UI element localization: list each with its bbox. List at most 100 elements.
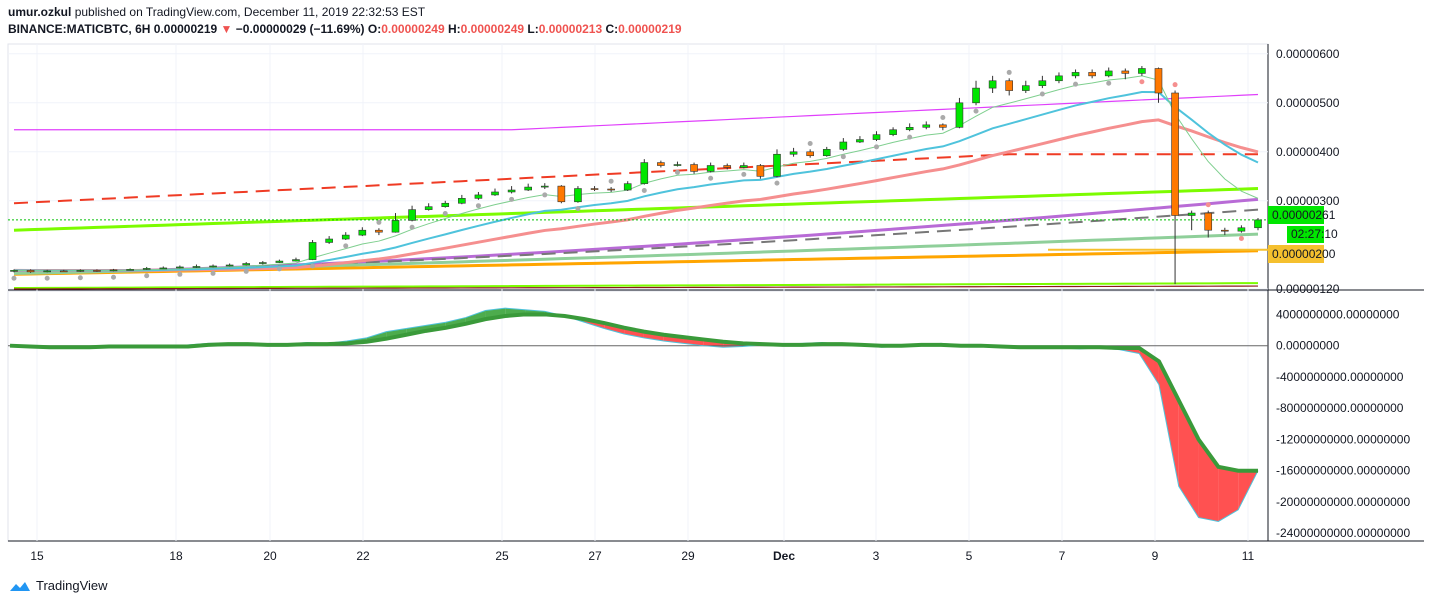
candle-body	[1221, 229, 1229, 232]
author-name[interactable]: umur.ozkul	[8, 5, 72, 19]
candle-body	[706, 165, 715, 172]
candle-body	[1154, 68, 1163, 94]
symbol-label[interactable]: BINANCE:MATICBTC, 6H	[8, 22, 151, 36]
sar-dot	[343, 243, 349, 249]
last-price: 0.00000219	[153, 22, 218, 36]
sar-dot	[44, 275, 50, 281]
candle-body	[275, 260, 284, 263]
price-badge	[1268, 206, 1324, 224]
candle-body	[1204, 212, 1213, 231]
thin-green-ema	[13, 75, 1259, 272]
candle-body	[590, 188, 599, 190]
candle-body	[905, 127, 914, 131]
candle-body	[889, 129, 897, 135]
candle-body	[740, 165, 748, 168]
sar-dot	[1238, 236, 1244, 242]
candle-body	[1055, 75, 1063, 82]
time-axis-label: 22	[356, 549, 370, 563]
candle-body	[458, 198, 466, 204]
green-long-ma	[13, 187, 1259, 232]
candle-body	[690, 164, 698, 172]
candle-body	[176, 266, 184, 269]
candle-body	[225, 264, 234, 267]
grid-lines	[7, 43, 1424, 542]
sar-dot	[1139, 79, 1145, 85]
high-label: H:	[447, 22, 461, 36]
down-arrow-icon: ▼	[220, 22, 233, 36]
tradingview-cloud-icon	[10, 581, 30, 591]
macd-axis-label: -12000000000.00000000	[1276, 432, 1410, 446]
sar-dot	[708, 175, 714, 181]
candle-body	[574, 188, 582, 203]
candle-body	[557, 185, 566, 203]
candles	[10, 66, 1262, 285]
candle-body	[972, 87, 980, 104]
time-axis-label: 9	[1152, 549, 1159, 563]
candle-body	[806, 151, 814, 157]
signal-line	[9, 312, 1258, 473]
sar-dot	[475, 203, 481, 209]
candle-body	[773, 153, 781, 177]
time-axis-label: 7	[1059, 549, 1066, 563]
bottom-red-ma	[13, 285, 1259, 290]
bottom-green-ma	[13, 282, 1259, 290]
upper-band-line	[14, 93, 1259, 131]
macd-axis-label: -8000000000.00000000	[1276, 401, 1404, 415]
candle-body	[1104, 70, 1113, 77]
candle-body	[1005, 80, 1014, 91]
candle-body	[26, 270, 35, 273]
sar-dot	[310, 263, 316, 269]
sar-dot	[11, 275, 17, 281]
sar-dot	[409, 224, 415, 230]
time-axis-label: 15	[30, 549, 44, 563]
sar-dot	[276, 266, 282, 272]
macd-axis-label: -16000000000.00000000	[1276, 464, 1410, 478]
candle-body	[1038, 80, 1047, 86]
price-badge-text: 0.00000261	[1272, 208, 1336, 222]
candle-body	[358, 229, 367, 236]
sar-dot	[674, 169, 680, 175]
price-axis-label: 0.00000300	[1276, 194, 1340, 208]
open-value: 0.00000249	[381, 22, 445, 36]
level-badge	[1268, 245, 1324, 263]
candle-body	[789, 151, 798, 155]
sar-dot	[874, 144, 880, 150]
candle-body	[1138, 68, 1146, 74]
candle-body	[308, 242, 317, 260]
candle-body	[723, 165, 732, 168]
sar-dot	[243, 268, 249, 274]
macd-axis-label: 0.00000000	[1276, 339, 1340, 353]
candle-body	[988, 80, 997, 89]
sar-dot	[741, 171, 747, 177]
candle-body	[142, 268, 151, 270]
candle-body	[1171, 92, 1179, 216]
candle-body	[325, 238, 333, 243]
sar-dot	[442, 211, 448, 217]
macd-line	[9, 307, 1259, 522]
candle-body	[1021, 85, 1030, 91]
time-axis-label: 20	[263, 549, 277, 563]
sar-dot	[177, 271, 183, 277]
candle-body	[507, 189, 516, 193]
open-label: O:	[367, 22, 382, 36]
timer-badge	[1287, 226, 1324, 243]
candle-body	[159, 267, 168, 270]
candle-body	[673, 164, 682, 166]
time-axis-label: 5	[966, 549, 973, 563]
published-text: published on TradingView.com, December 1…	[74, 5, 426, 19]
level-badge-text: 0.00000200	[1272, 247, 1336, 261]
candle-body	[1187, 212, 1196, 216]
candle-body	[524, 186, 532, 191]
macd-histogram-segment	[465, 310, 486, 324]
sar-dot	[1073, 81, 1079, 87]
close-value: 0.00000219	[618, 22, 682, 36]
candle-body	[408, 209, 416, 221]
low-value: 0.00000213	[538, 22, 603, 36]
candle-body	[441, 202, 450, 207]
macd-histogram-segment	[1139, 348, 1159, 385]
candle-body	[491, 191, 499, 196]
candle-body	[209, 265, 217, 268]
candle-body	[922, 124, 931, 128]
tradingview-logo[interactable]: TradingView	[8, 578, 108, 593]
